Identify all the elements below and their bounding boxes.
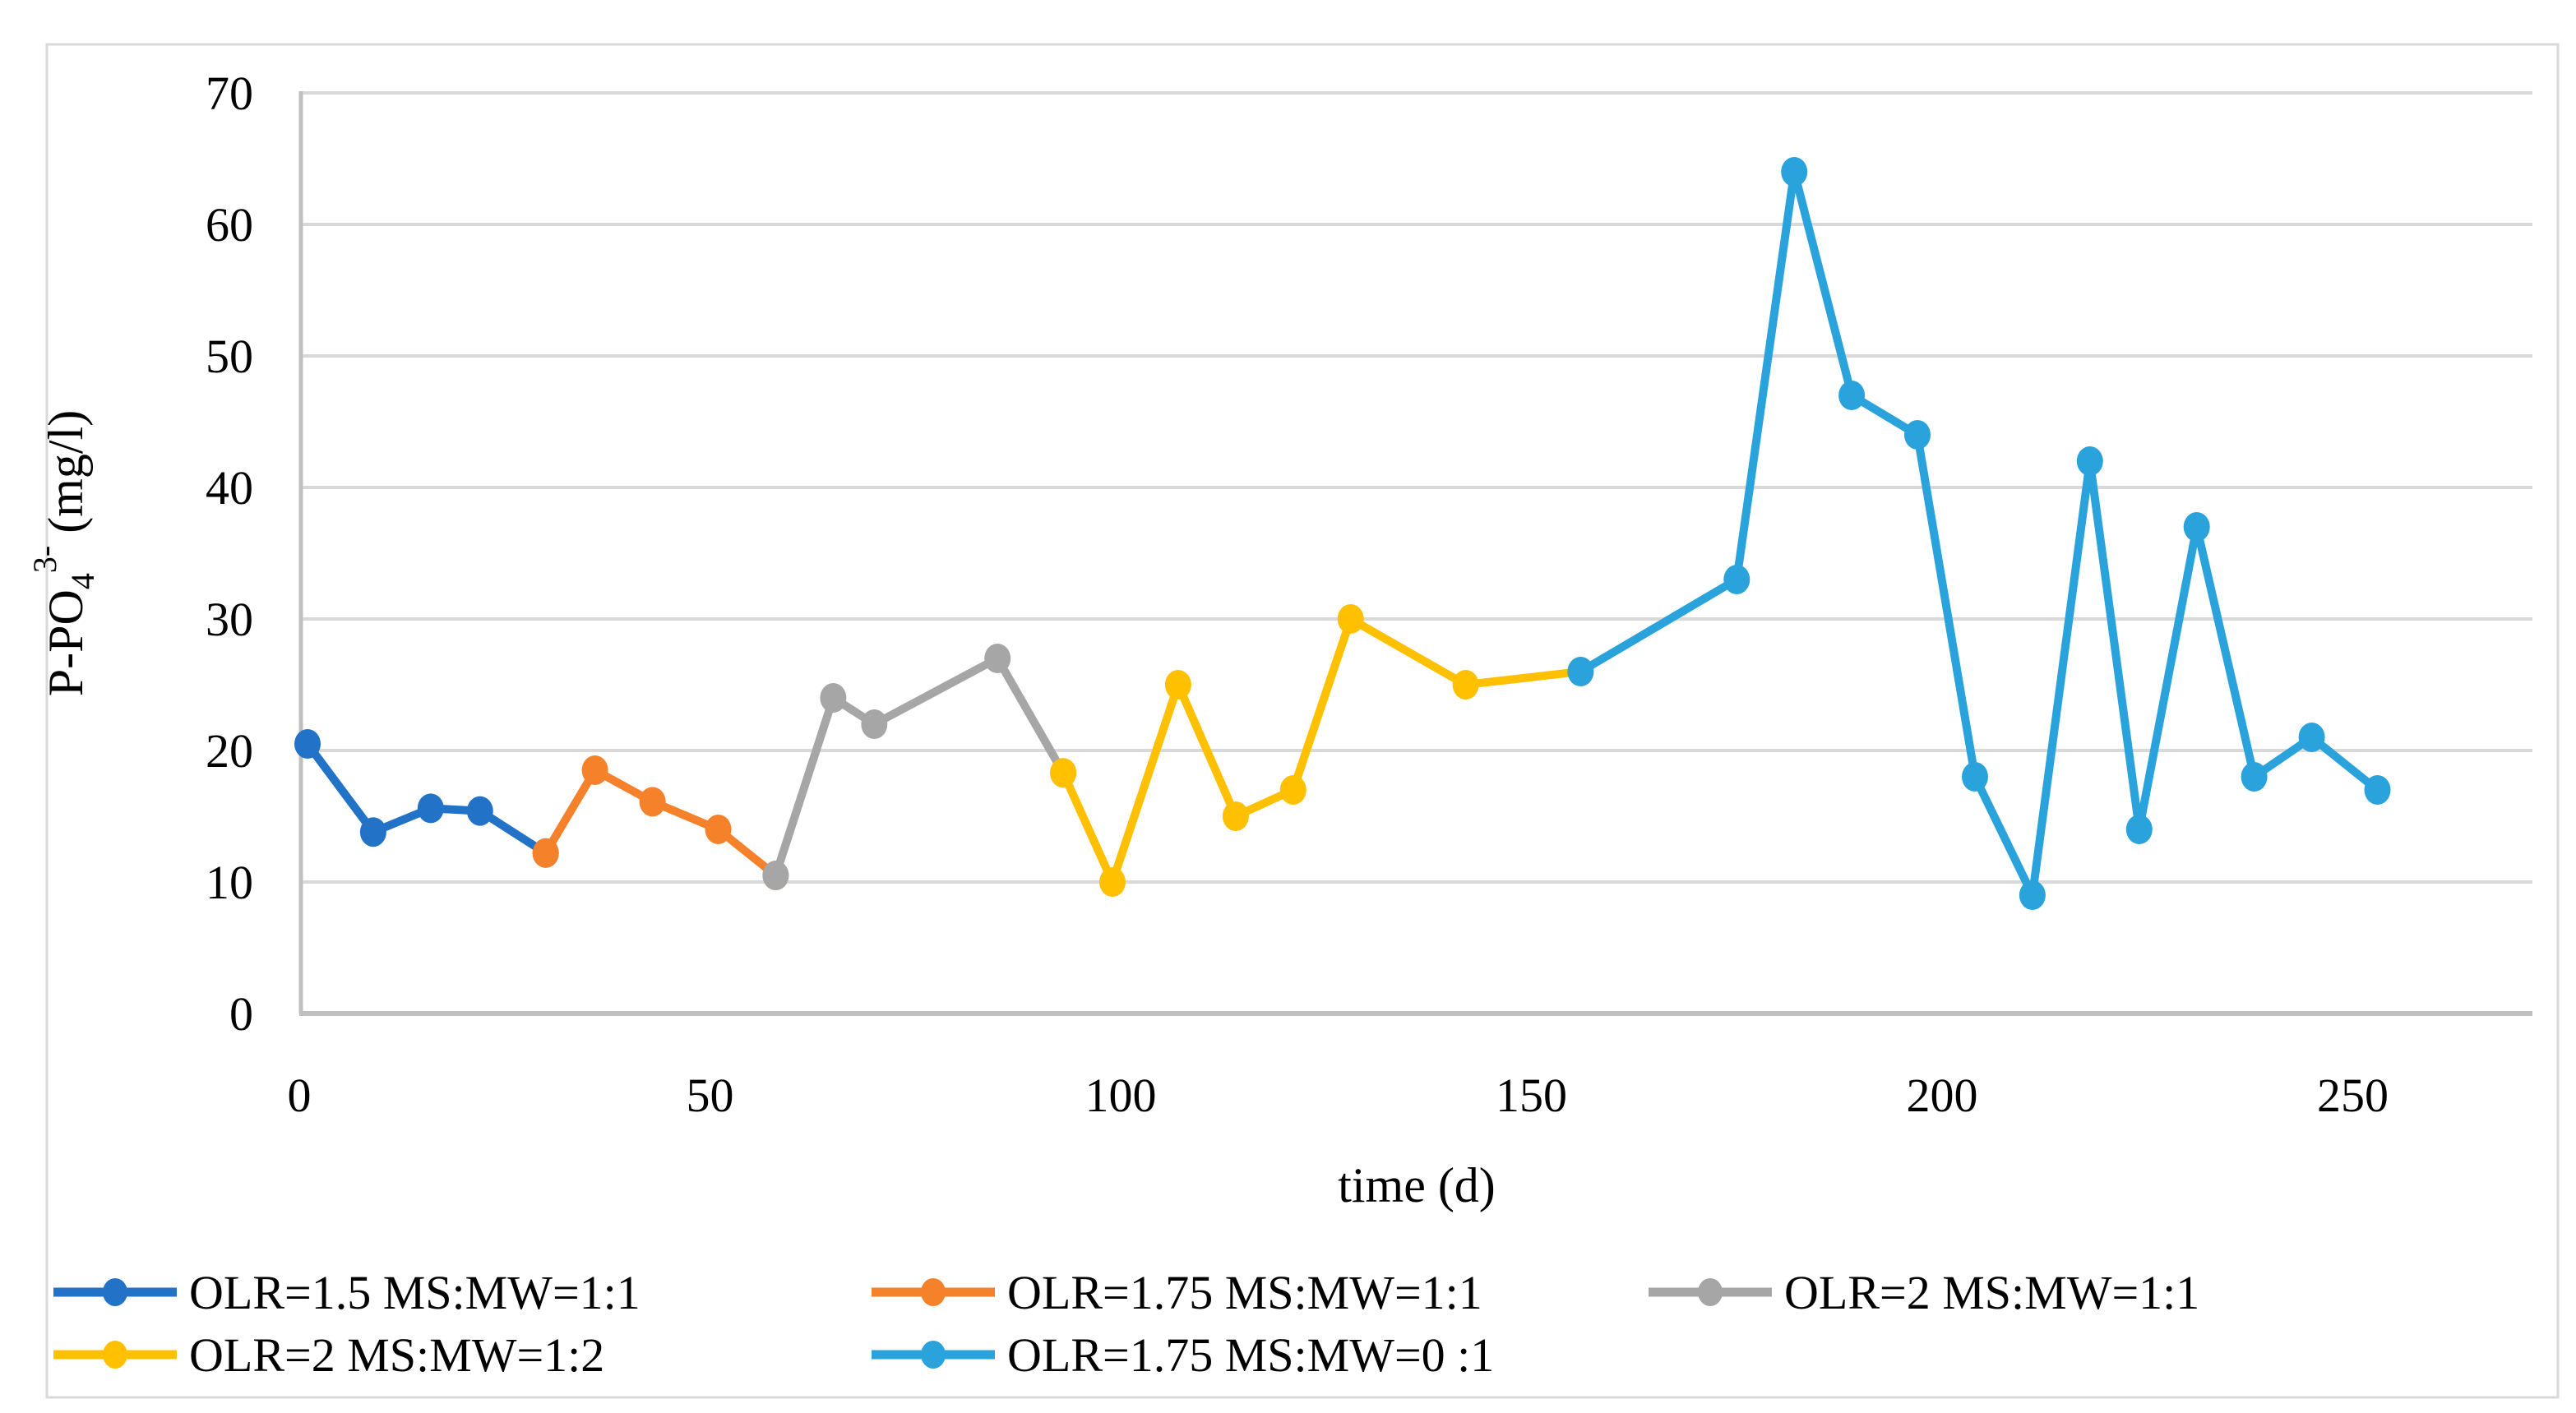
legend-item-0: OLR=1.5 MS:MW=1:1	[53, 1266, 641, 1319]
data-point-marker-series-3	[1164, 670, 1191, 700]
y-axis-title-rest: (mg/l)	[39, 410, 93, 546]
legend-marker-dot	[921, 1278, 946, 1306]
y-tick-label: 0	[229, 987, 253, 1041]
data-point-marker-series-4	[1723, 565, 1750, 594]
data-point-marker-series-3	[1452, 670, 1479, 700]
data-point-marker-series-3	[1222, 801, 1249, 831]
y-tick-label: 60	[206, 198, 253, 252]
data-point-marker-series-4	[2364, 775, 2391, 805]
data-point-marker-series-4	[2298, 723, 2325, 752]
data-point-marker-series-0	[417, 793, 444, 824]
data-point-marker-series-4	[2183, 512, 2210, 542]
y-axis-title-sup: 3-	[26, 546, 63, 573]
data-point-marker-series-3	[1337, 604, 1364, 634]
y-axis-title-base: P-PO	[39, 589, 93, 696]
legend-item-3: OLR=2 MS:MW=1:2	[53, 1328, 604, 1382]
figure-border	[45, 43, 2560, 1399]
x-tick-label: 150	[1496, 1069, 1567, 1122]
legend-label: OLR=2 MS:MW=1:2	[189, 1328, 604, 1382]
legend-item-4: OLR=1.75 MS:MW=0 :1	[872, 1328, 1494, 1382]
legend-marker-dot	[103, 1341, 127, 1369]
y-tick-label: 20	[206, 724, 253, 778]
data-point-marker-series-3	[1050, 758, 1077, 788]
legend-label: OLR=1.5 MS:MW=1:1	[189, 1266, 641, 1319]
data-point-marker-series-4	[1567, 657, 1594, 686]
data-point-marker-series-4	[2019, 880, 2046, 910]
y-tick-label: 40	[206, 461, 253, 515]
data-point-marker-series-4	[2076, 446, 2103, 476]
y-axis-title: P-PO43- (mg/l)	[26, 410, 101, 696]
legend-label: OLR=2 MS:MW=1:1	[1784, 1266, 2199, 1319]
data-point-marker-series-1	[705, 815, 732, 844]
data-point-marker-series-4	[1838, 381, 1866, 410]
data-point-marker-series-2	[820, 683, 847, 713]
data-point-marker-series-3	[1099, 867, 1126, 897]
data-point-marker-series-2	[984, 644, 1011, 673]
legend-label: OLR=1.75 MS:MW=0 :1	[1007, 1328, 1494, 1382]
legend-marker-dot	[921, 1341, 946, 1369]
y-tick-label: 70	[206, 67, 253, 120]
x-tick-label: 100	[1085, 1069, 1157, 1122]
legend-marker-dot	[1698, 1278, 1723, 1306]
data-point-marker-series-4	[1904, 420, 1931, 450]
legend-label: OLR=1.75 MS:MW=1:1	[1007, 1266, 1482, 1319]
legend-item-1: OLR=1.75 MS:MW=1:1	[872, 1266, 1482, 1319]
data-point-marker-series-4	[1781, 157, 1808, 187]
series-line-3	[1059, 615, 1585, 886]
data-point-marker-series-2	[762, 861, 789, 890]
data-point-marker-series-2	[861, 709, 888, 739]
data-point-marker-series-3	[1279, 775, 1306, 805]
x-tick-label: 0	[288, 1069, 312, 1122]
data-point-marker-series-1	[532, 838, 559, 868]
data-point-marker-series-0	[359, 817, 386, 847]
y-tick-label: 50	[206, 330, 253, 383]
data-point-marker-series-4	[2241, 762, 2268, 792]
data-point-marker-series-1	[639, 787, 666, 817]
x-tick-label: 200	[1907, 1069, 1978, 1122]
x-tick-label: 50	[687, 1069, 734, 1122]
legend-marker-dot	[103, 1278, 127, 1306]
data-point-marker-series-1	[581, 755, 608, 785]
legend-item-2: OLR=2 MS:MW=1:1	[1649, 1266, 2199, 1319]
y-tick-label: 10	[206, 856, 253, 909]
data-point-marker-series-4	[2125, 815, 2153, 844]
x-tick-label: 250	[2317, 1069, 2389, 1122]
data-point-marker-series-0	[466, 796, 493, 826]
data-point-marker-series-0	[294, 729, 321, 759]
y-axis-title-sub: 4	[64, 573, 101, 589]
y-tick-label: 30	[206, 593, 253, 646]
x-axis-title: time (d)	[1338, 1158, 1496, 1212]
data-point-marker-series-4	[1962, 762, 1988, 792]
